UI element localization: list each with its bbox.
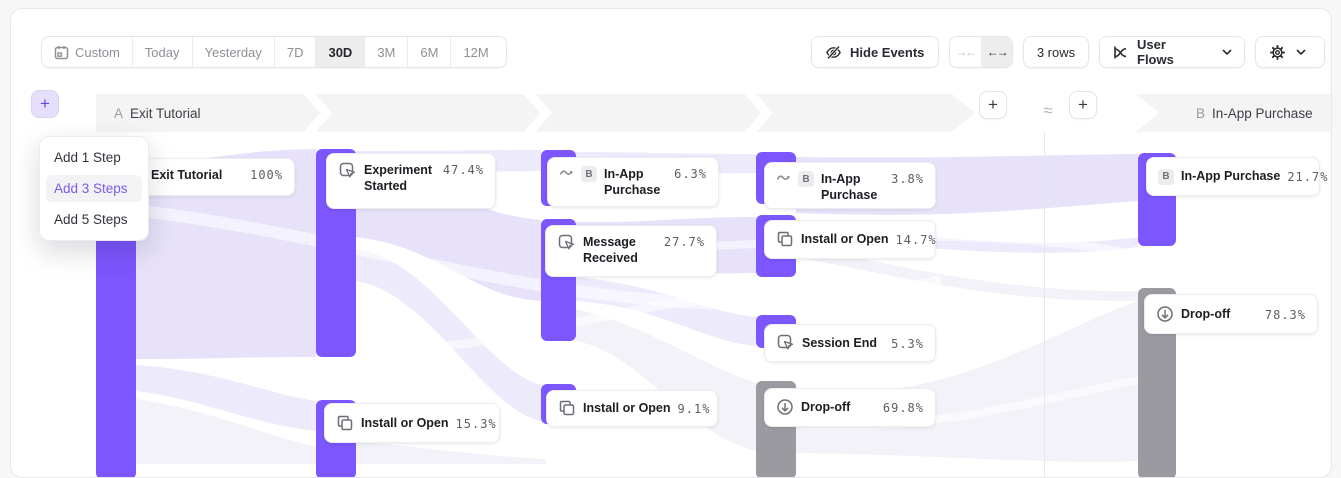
node-in-app-purchase-21[interactable]: B In-App Purchase 21.7% <box>1146 157 1327 196</box>
step-b-badge: B <box>798 171 814 187</box>
section-a-letter: A <box>114 105 124 121</box>
hide-events-label: Hide Events <box>850 44 925 60</box>
gear-icon <box>1269 44 1286 61</box>
date-range-custom-label: Custom <box>75 44 120 60</box>
arrows-inward-icon: →← <box>955 45 977 59</box>
section-b-title: In-App Purchase <box>1212 105 1313 121</box>
user-flows-panel: Custom Today Yesterday 7D 30D 3M 6M 12M … <box>10 8 1332 478</box>
node-session-end[interactable]: Session End 5.3% <box>764 324 936 362</box>
node-install-or-open-14[interactable]: Install or Open 14.7% <box>764 220 936 259</box>
add-step-before-b-button[interactable]: + <box>1069 91 1097 119</box>
add-steps-menu: Add 1 Step Add 3 Steps Add 5 Steps <box>39 136 149 241</box>
step-b-badge: B <box>581 166 597 182</box>
node-percent: 100% <box>250 168 283 182</box>
node-percent: 14.7% <box>895 233 937 247</box>
rows-count-button[interactable]: 3 rows <box>1023 36 1089 68</box>
date-range-today[interactable]: Today <box>133 37 193 67</box>
drop-off-icon <box>1156 305 1174 323</box>
section-b-header: B In-App Purchase <box>1196 94 1313 132</box>
hide-events-button[interactable]: Hide Events <box>811 36 939 68</box>
add-step-button-open[interactable]: + <box>31 90 59 118</box>
app-icon <box>336 414 354 432</box>
node-label: In-App Purchase <box>604 167 661 198</box>
section-a-title: Exit Tutorial <box>130 105 201 121</box>
section-divider <box>1044 132 1045 477</box>
date-range-control: Custom Today Yesterday 7D 30D 3M 6M 12M <box>41 36 507 68</box>
event-icon <box>338 161 357 180</box>
step-band-b <box>1136 94 1331 132</box>
collapse-columns-button[interactable]: →← <box>950 37 982 67</box>
eye-off-icon <box>825 44 842 61</box>
indirect-step-icon <box>559 165 574 179</box>
event-icon <box>776 333 795 352</box>
expand-columns-button[interactable]: ←→ <box>981 37 1012 67</box>
collapse-expand-control: →← ←→ <box>949 36 1013 68</box>
menu-item-add-5-steps[interactable]: Add 5 Steps <box>54 212 128 227</box>
node-percent: 69.8% <box>882 401 924 415</box>
node-label: Drop-off <box>801 400 851 415</box>
date-range-3m[interactable]: 3M <box>365 37 409 67</box>
menu-item-add-1-step[interactable]: Add 1 Step <box>54 150 121 165</box>
date-range-custom[interactable]: Custom <box>42 37 133 67</box>
user-flows-chart-icon <box>1112 44 1129 61</box>
gap-separator: ≈ <box>1043 101 1053 120</box>
add-step-after-a-button[interactable]: + <box>979 91 1007 119</box>
node-percent: 47.4% <box>442 163 484 177</box>
arrows-outward-icon: ←→ <box>986 45 1009 59</box>
node-label: Install or Open <box>361 415 449 430</box>
event-icon <box>557 233 576 252</box>
node-percent: 27.7% <box>663 235 705 249</box>
node-percent: 15.3% <box>455 416 497 431</box>
node-drop-off-78[interactable]: Drop-off 78.3% <box>1144 294 1318 334</box>
date-range-7d[interactable]: 7D <box>275 37 317 67</box>
node-experiment-started[interactable]: Experiment Started 47.4% <box>326 153 496 209</box>
plus-icon: + <box>988 95 998 114</box>
drop-off-icon <box>776 398 794 416</box>
node-label: In-App Purchase <box>821 172 878 203</box>
node-message-received[interactable]: Message Received 27.7% <box>545 225 717 277</box>
node-label: In-App Purchase <box>1181 169 1281 184</box>
node-in-app-purchase-3[interactable]: B In-App Purchase 3.8% <box>764 162 936 209</box>
settings-dropdown[interactable] <box>1255 36 1325 68</box>
date-range-yesterday[interactable]: Yesterday <box>193 37 275 67</box>
node-install-or-open-15[interactable]: Install or Open 15.3% <box>324 403 500 443</box>
chevron-down-icon <box>1296 49 1306 55</box>
node-percent: 5.3% <box>891 336 924 351</box>
menu-item-add-3-steps[interactable]: Add 3 Steps <box>46 175 142 202</box>
node-label: Install or Open <box>801 232 889 247</box>
node-percent: 6.3% <box>674 167 707 181</box>
plus-icon: + <box>40 94 50 113</box>
step-band-a <box>96 94 975 132</box>
node-label: Message Received <box>583 235 638 266</box>
node-in-app-purchase-6[interactable]: B In-App Purchase 6.3% <box>547 157 719 207</box>
view-selector-dropdown[interactable]: User Flows <box>1099 36 1245 68</box>
node-label: Exit Tutorial <box>151 168 223 182</box>
view-selector-label: User Flows <box>1137 37 1174 67</box>
node-drop-off-69[interactable]: Drop-off 69.8% <box>764 388 936 427</box>
node-label: Experiment Started <box>364 163 433 194</box>
node-install-or-open-9[interactable]: Install or Open 9.1% <box>546 390 718 427</box>
node-percent: 9.1% <box>677 402 711 416</box>
date-range-6m[interactable]: 6M <box>408 37 452 67</box>
node-label: Session End <box>802 335 878 350</box>
calendar-icon <box>54 45 69 60</box>
date-range-12m[interactable]: 12M <box>463 44 489 60</box>
section-a-header: A Exit Tutorial <box>114 94 201 132</box>
node-label: Install or Open <box>583 401 671 416</box>
indirect-step-icon <box>776 170 791 184</box>
app-icon <box>558 399 576 417</box>
plus-icon: + <box>1078 95 1088 114</box>
node-percent: 21.7% <box>1287 170 1329 184</box>
node-label: Drop-off <box>1181 306 1231 321</box>
section-b-letter: B <box>1196 105 1206 121</box>
node-percent: 3.8% <box>891 172 924 186</box>
step-b-badge: B <box>1158 168 1174 185</box>
chevron-down-icon <box>1222 49 1232 55</box>
node-percent: 78.3% <box>1264 307 1306 322</box>
date-range-30d[interactable]: 30D <box>316 37 366 67</box>
app-icon <box>776 230 794 248</box>
rows-count-label: 3 rows <box>1036 44 1076 60</box>
